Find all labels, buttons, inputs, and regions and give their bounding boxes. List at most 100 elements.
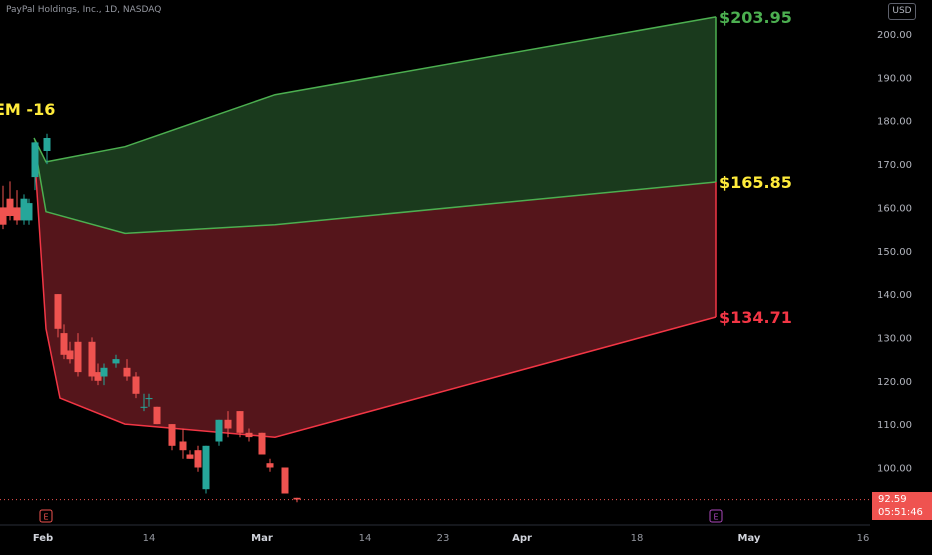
time-tick-label: 14 — [359, 533, 372, 544]
candle — [266, 458, 274, 472]
level-price-label: $134.71 — [719, 308, 792, 327]
earnings-marker[interactable]: E — [709, 509, 723, 523]
candles — [0, 133, 301, 503]
price-axis[interactable]: 100.00 110.00 120.00 130.00 140.00 150.00 160.… — [0, 30, 912, 501]
last-price-tag: 92.59 05:51:46 — [872, 492, 932, 520]
candle — [236, 411, 244, 438]
candle — [54, 294, 62, 338]
candle — [43, 133, 51, 165]
price-tick-label: 160.00 — [877, 203, 912, 214]
time-tick-label: Apr — [512, 533, 532, 544]
time-tick-label: Mar — [251, 533, 273, 544]
candle — [60, 324, 68, 360]
candle — [145, 393, 153, 407]
candle-body — [194, 450, 202, 468]
candle-body — [66, 350, 74, 360]
candle — [168, 424, 176, 451]
time-axis[interactable]: Feb 14 Mar 14 23 Apr 18 May 16 E E — [0, 509, 870, 544]
candle — [179, 428, 187, 459]
candle-body — [60, 333, 68, 355]
candle-body — [100, 367, 108, 377]
candle-body — [168, 424, 176, 446]
level-labels: $203.95 $165.85 $134.71 — [719, 8, 792, 327]
candle-body — [25, 203, 33, 221]
candle-body — [112, 359, 120, 364]
price-tick-label: 200.00 — [877, 30, 912, 41]
candle — [25, 198, 33, 225]
candle-body — [123, 367, 131, 377]
candle — [31, 142, 39, 191]
price-tick-label: 100.00 — [877, 464, 912, 475]
expected-move-zones — [33, 16, 717, 438]
candle — [88, 337, 96, 381]
price-tick-label: 110.00 — [877, 420, 912, 431]
candle-body — [140, 406, 148, 408]
time-tick-label: Feb — [33, 533, 53, 544]
time-tick-label: May — [738, 533, 761, 544]
candle-body — [132, 376, 140, 394]
level-price-label: $165.85 — [719, 173, 792, 192]
candle-body — [0, 207, 7, 225]
candle — [258, 432, 266, 455]
candle-body — [236, 411, 244, 433]
candle — [123, 359, 131, 381]
upper-zone-line — [33, 16, 717, 163]
candle-body — [293, 497, 301, 500]
currency-button[interactable]: USD — [888, 3, 916, 20]
price-tick-label: 140.00 — [877, 290, 912, 301]
candle-body — [13, 207, 21, 221]
price-tick-label: 180.00 — [877, 117, 912, 128]
candle-body — [224, 419, 232, 429]
price-tick-label: 120.00 — [877, 377, 912, 388]
candle — [0, 185, 7, 230]
candle — [112, 354, 120, 368]
candle — [215, 419, 223, 446]
candle-body — [179, 441, 187, 451]
candle-body — [202, 445, 210, 490]
price-tick-label: 170.00 — [877, 160, 912, 171]
price-tick-label: 150.00 — [877, 247, 912, 258]
candle — [74, 333, 82, 377]
candle — [132, 372, 140, 399]
candle-body — [258, 432, 266, 455]
mid-zone-line — [33, 142, 717, 235]
candle — [20, 194, 28, 225]
earnings-marker-label: E — [43, 513, 48, 522]
candle-body — [54, 294, 62, 329]
candle — [245, 428, 253, 442]
candle — [224, 411, 232, 438]
earnings-marker-box — [39, 509, 53, 523]
earnings-marker-box — [709, 509, 723, 523]
bar-countdown: 05:51:46 — [878, 507, 923, 518]
earnings-marker[interactable]: E — [39, 509, 53, 523]
candle — [153, 406, 161, 425]
candle-body — [74, 341, 82, 373]
time-tick-label: 18 — [631, 533, 644, 544]
candle-body — [245, 432, 253, 438]
candle — [94, 363, 102, 386]
price-tick-label: 190.00 — [877, 73, 912, 84]
candle-body — [6, 198, 14, 216]
candle-body — [43, 138, 51, 151]
candle-body — [31, 142, 39, 178]
price-tick-label: 130.00 — [877, 333, 912, 344]
candle-body — [88, 341, 96, 377]
time-tick-label: 16 — [857, 533, 870, 544]
candle-body — [153, 406, 161, 425]
earnings-marker-label: E — [713, 513, 718, 522]
candle — [66, 341, 74, 364]
expected-move-label: EM -16 — [0, 100, 56, 119]
candle-body — [94, 372, 102, 381]
candle-body — [20, 198, 28, 221]
candle — [100, 363, 108, 386]
candle — [13, 190, 21, 225]
bullish-zone — [34, 16, 716, 234]
candle — [194, 445, 202, 472]
time-tick-label: 14 — [143, 533, 156, 544]
level-price-label: $203.95 — [719, 8, 792, 27]
lower-zone-line — [33, 146, 717, 438]
candle-body — [145, 398, 153, 400]
candle-body — [266, 463, 274, 468]
